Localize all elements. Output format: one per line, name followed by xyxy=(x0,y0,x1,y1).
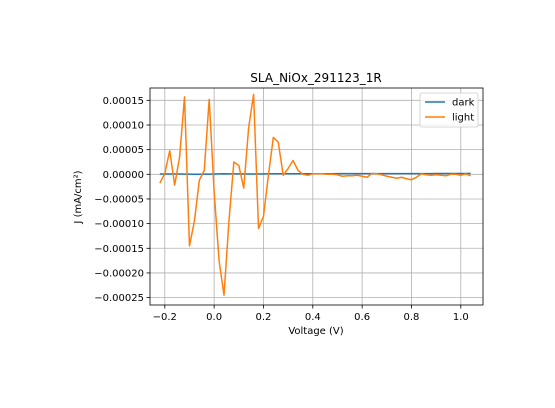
y-tick-label: 0.00010 xyxy=(103,120,144,131)
x-tick-label: 0.0 xyxy=(206,312,222,323)
y-axis-label: J (mA/cm²) xyxy=(73,170,84,224)
legend-label-light: light xyxy=(452,113,474,124)
y-axis-ticks: 0.00015 0.00010 0.00005 0.00000 −0.00005 −0.0… xyxy=(94,96,150,304)
y-tick-label: 0.00015 xyxy=(103,96,144,107)
y-tick-label: 0.00000 xyxy=(103,170,144,181)
y-tick-label: −0.00025 xyxy=(94,293,144,304)
y-tick-label: 0.00005 xyxy=(103,145,144,156)
x-tick-label: 0.8 xyxy=(404,312,420,323)
y-tick-label: −0.00015 xyxy=(94,244,144,255)
chart-title: SLA_NiOx_291123_1R xyxy=(250,71,381,85)
x-tick-label: 0.2 xyxy=(256,312,272,323)
legend: dark light xyxy=(420,93,478,127)
x-tick-label: 0.6 xyxy=(354,312,370,323)
legend-label-dark: dark xyxy=(452,98,475,109)
x-tick-label: −0.2 xyxy=(153,312,177,323)
y-tick-label: −0.00005 xyxy=(94,194,144,205)
x-tick-label: 1.0 xyxy=(453,312,469,323)
x-axis-label: Voltage (V) xyxy=(288,326,343,337)
y-tick-label: −0.00020 xyxy=(94,268,144,279)
x-tick-label: 0.4 xyxy=(305,312,321,323)
y-tick-label: −0.00010 xyxy=(94,219,144,230)
